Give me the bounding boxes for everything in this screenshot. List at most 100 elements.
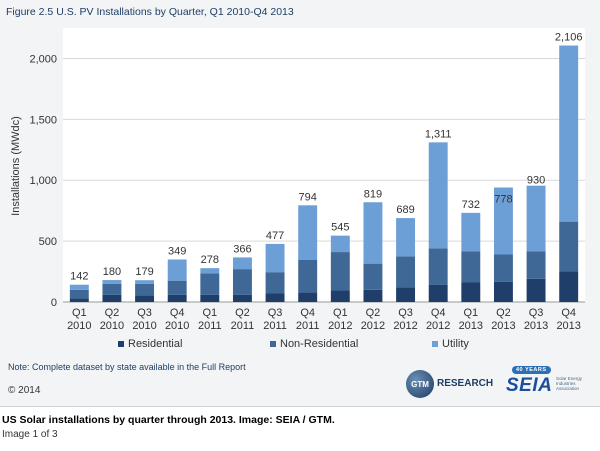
bar-segment-non-residential [461, 251, 481, 283]
dataset-note: Note: Complete dataset by state availabl… [8, 362, 246, 372]
x-tick-label-quarter: Q2 [105, 307, 120, 319]
figure-title: Figure 2.5 U.S. PV Installations by Quar… [6, 6, 294, 18]
x-tick-label-quarter: Q1 [463, 307, 478, 319]
bar-segment-utility [232, 257, 252, 270]
y-tick-label: 1,500 [29, 114, 57, 126]
bar-segment-residential [526, 278, 546, 302]
x-tick-label-year: 2010 [132, 320, 156, 332]
bar-segment-residential [559, 271, 579, 302]
image-caption: US Solar installations by quarter throug… [2, 414, 335, 426]
legend: Residential Non-Residential Utility [118, 338, 469, 350]
x-tick-label-quarter: Q2 [366, 307, 381, 319]
legend-label: Non-Residential [280, 338, 358, 350]
x-tick-label-quarter: Q1 [72, 307, 87, 319]
bar-segment-utility [298, 205, 318, 260]
bar-total-label: 180 [103, 266, 121, 278]
bar-segment-residential [232, 294, 252, 302]
bar-segment-utility [330, 235, 350, 253]
bar-segment-non-residential [526, 251, 546, 279]
bar-total-label: 349 [168, 245, 186, 257]
x-tick-label-year: 2013 [556, 320, 580, 332]
bar-total-label: 545 [331, 222, 349, 234]
bar-segment-non-residential [200, 273, 220, 295]
x-tick-label-quarter: Q2 [496, 307, 511, 319]
bar-segment-non-residential [298, 259, 318, 293]
bar-segment-utility [200, 268, 220, 274]
bar-segment-non-residential [69, 289, 89, 299]
bar-segment-non-residential [102, 283, 122, 295]
bar-segment-utility [363, 202, 383, 264]
bar-total-label: 2,106 [555, 32, 583, 44]
bar-segment-non-residential [330, 252, 350, 291]
x-tick-label-year: 2011 [296, 320, 320, 332]
image-counter: Image 1 of 3 [2, 429, 58, 440]
bar-segment-residential [461, 282, 481, 302]
bar-segment-utility [102, 280, 122, 284]
x-tick-label-year: 2013 [459, 320, 483, 332]
bar-segment-utility [428, 142, 448, 249]
seia-logo-badge: 40 YEARS [512, 366, 551, 374]
bar-total-label: 819 [364, 188, 382, 200]
bar-segment-non-residential [428, 248, 448, 285]
bar-segment-residential [330, 290, 350, 302]
legend-swatch-non-residential [270, 341, 276, 347]
bar-total-label: 930 [527, 175, 545, 187]
bar-total-label: 778 [494, 193, 512, 205]
x-tick-label-quarter: Q1 [333, 307, 348, 319]
bar-segment-utility [265, 243, 285, 273]
bar-segment-non-residential [493, 254, 513, 282]
bar-segment-non-residential [167, 280, 187, 295]
bar-segment-residential [298, 292, 318, 302]
bar-segment-utility [396, 218, 416, 257]
legend-swatch-utility [432, 341, 438, 347]
bar-segment-non-residential [265, 272, 285, 294]
bar-segment-residential [265, 293, 285, 302]
seia-logo-subtext: Solar Energy Industries Association [556, 376, 583, 391]
x-tick-label-quarter: Q3 [398, 307, 413, 319]
bar-segment-non-residential [135, 283, 155, 296]
bar-segment-utility [69, 284, 89, 290]
x-tick-label-quarter: Q4 [431, 307, 446, 319]
bar-segment-utility [493, 187, 513, 255]
bar-segment-utility [167, 259, 187, 281]
bar-segment-residential [363, 289, 383, 302]
x-tick-label-year: 2010 [100, 320, 124, 332]
x-tick-label-year: 2013 [491, 320, 515, 332]
labels-layer: 05001,0001,5002,000142Q12010180Q22010179… [29, 32, 582, 332]
bar-segment-utility [559, 45, 579, 222]
bar-segment-residential [200, 294, 220, 302]
bar-total-label: 689 [396, 204, 414, 216]
bar-segment-residential [135, 295, 155, 302]
legend-label: Residential [128, 338, 182, 350]
x-tick-label-quarter: Q4 [170, 307, 185, 319]
x-tick-label-year: 2012 [361, 320, 385, 332]
bar-segment-non-residential [396, 256, 416, 288]
stacked-bar-chart: 05001,0001,5002,000142Q12010180Q22010179… [10, 28, 585, 350]
bar-segment-residential [102, 294, 122, 302]
y-tick-label: 2,000 [29, 53, 57, 65]
bar-total-label: 179 [135, 266, 153, 278]
legend-swatch-residential [118, 341, 124, 347]
x-tick-label-year: 2013 [524, 320, 548, 332]
gtm-logo-text: RESEARCH [437, 378, 494, 389]
gtm-logo-mark: GTM [406, 370, 434, 398]
seia-logo-text: SEIA [506, 375, 553, 396]
bar-segment-residential [69, 298, 89, 302]
x-tick-label-year: 2011 [198, 320, 222, 332]
bar-total-label: 142 [70, 271, 88, 283]
x-tick-label-year: 2010 [165, 320, 189, 332]
bar-segment-utility [526, 185, 546, 252]
figure-panel: Figure 2.5 U.S. PV Installations by Quar… [0, 0, 600, 407]
bar-total-label: 1,311 [425, 128, 452, 140]
bar-segment-residential [493, 281, 513, 302]
x-tick-label-year: 2012 [393, 320, 417, 332]
x-tick-label-year: 2011 [231, 320, 255, 332]
x-tick-label-year: 2010 [67, 320, 91, 332]
bar-segment-non-residential [559, 221, 579, 272]
bar-total-label: 477 [266, 230, 284, 242]
y-tick-label: 500 [39, 236, 57, 248]
y-tick-label: 1,000 [29, 175, 57, 187]
x-tick-label-year: 2012 [328, 320, 352, 332]
bar-segment-non-residential [232, 269, 252, 295]
bar-segment-non-residential [363, 263, 383, 290]
